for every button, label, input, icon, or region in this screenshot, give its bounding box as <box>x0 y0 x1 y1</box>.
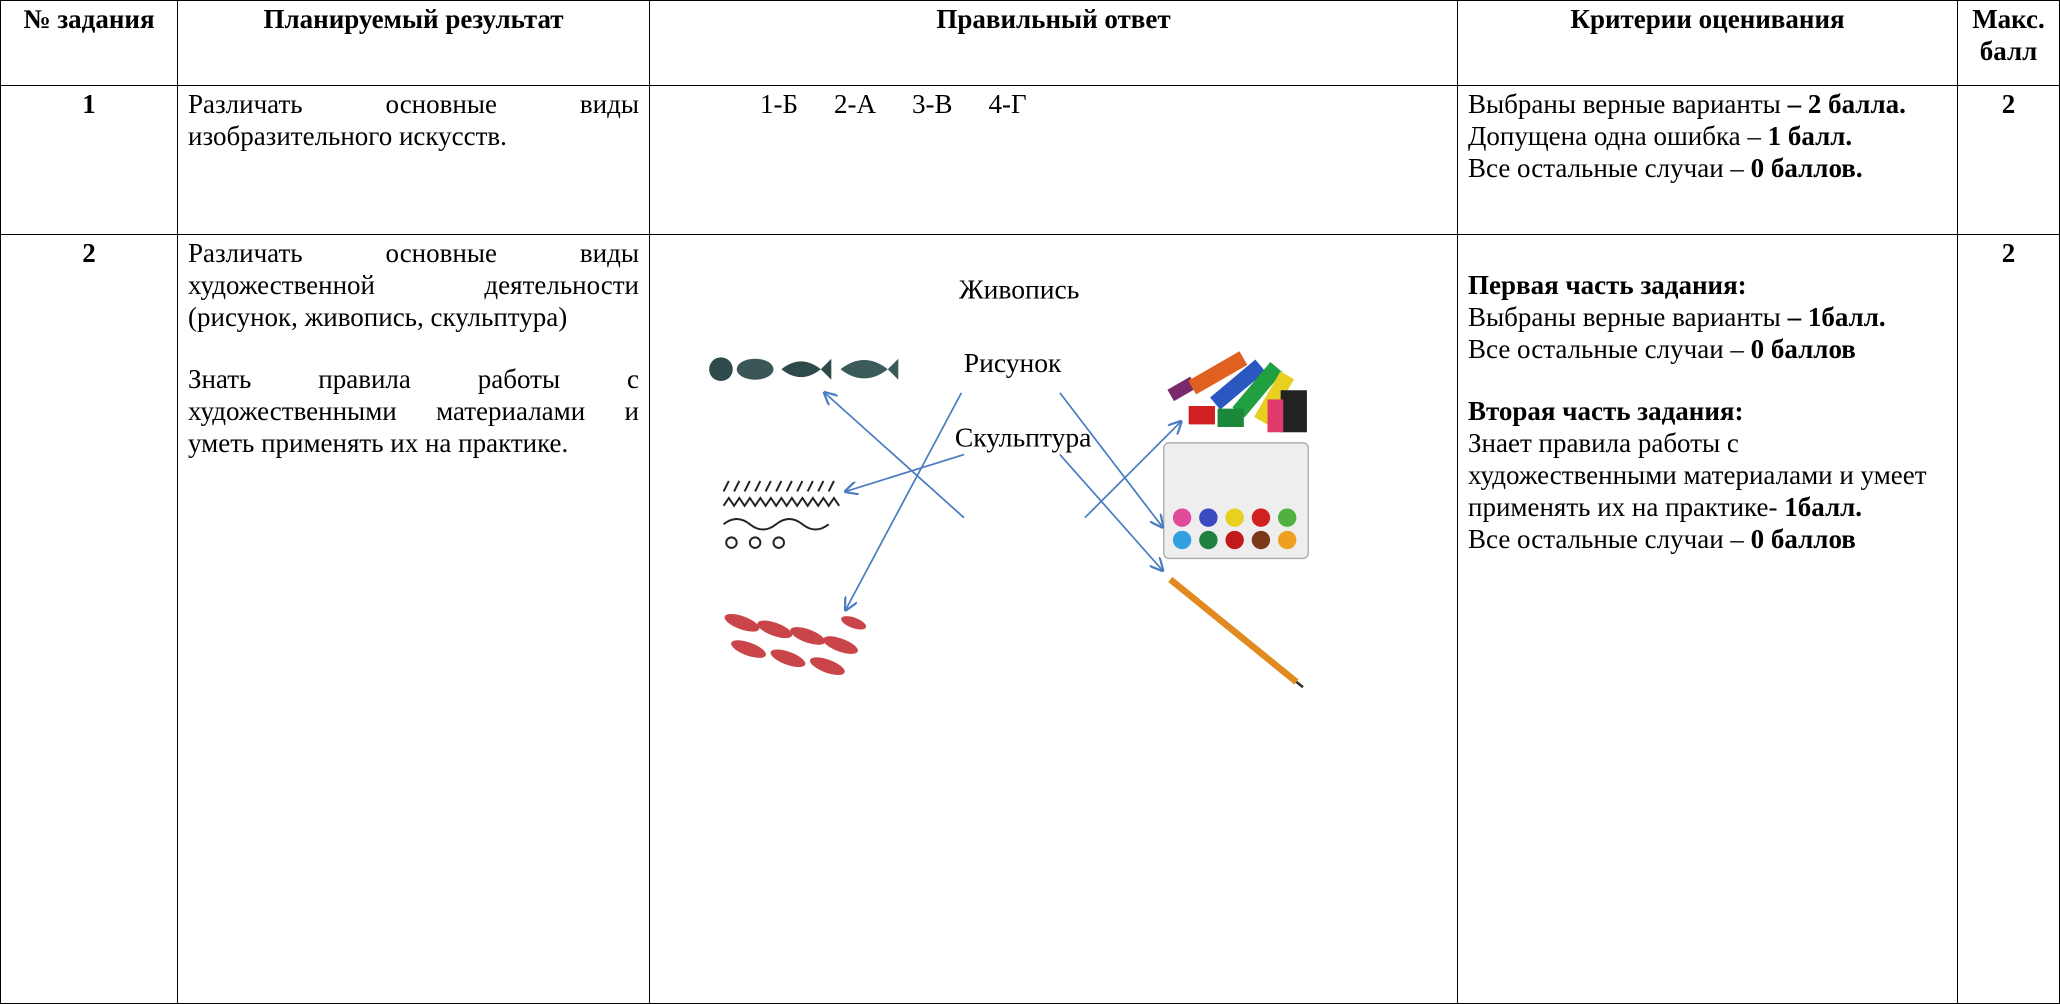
criteria-text: Допущена одна ошибка – <box>1468 121 1768 151</box>
result-cell: Различать основные виды художественной д… <box>177 234 650 1004</box>
header-cell: Правильный ответ <box>649 0 1458 86</box>
criteria-line: Выбраны верные варианты – 2 балла. <box>1468 88 1947 120</box>
answer-pair: 2-А <box>834 89 876 119</box>
row: 1 Различать основные виды изобразительно… <box>0 85 2060 235</box>
criteria-score: 0 баллов. <box>1750 153 1863 183</box>
criteria-text: Выбраны верные варианты <box>1468 302 1788 332</box>
answer-pair: 4-Г <box>988 89 1027 119</box>
criteria-heading: Вторая часть задания: <box>1468 396 1744 426</box>
header-row: № задания Планируемый результат Правильн… <box>0 0 2060 86</box>
header-cell: Макс. балл <box>1957 0 2060 86</box>
result-paragraph: Знать правила работы с художественными м… <box>188 364 639 458</box>
category-label: Рисунок <box>964 347 1062 378</box>
criteria-score: – 1балл. <box>1787 302 1886 332</box>
paint-strokes-icon <box>724 613 867 675</box>
max-cell: 2 <box>1957 234 2060 1004</box>
answer-pair: 1-Б <box>760 89 798 119</box>
plasticine-icon <box>1167 351 1307 433</box>
criteria-score: 1 балл. <box>1767 121 1853 151</box>
criteria-line: Допущена одна ошибка – 1 балл. <box>1468 120 1947 152</box>
criteria-score: 1балл. <box>1784 492 1862 522</box>
number-cell: 2 <box>0 234 178 1004</box>
criteria-cell: Выбраны верные варианты – 2 балла. Допуще… <box>1457 85 1958 235</box>
row: 2 Различать основные виды художественной… <box>0 234 2060 1004</box>
criteria-line: Знает правила работы с художественными м… <box>1468 427 1947 523</box>
fish-sculpture-icon <box>709 357 899 382</box>
result-cell: Различать основные виды изобразительного… <box>177 85 650 235</box>
criteria-line: Все остальные случаи – 0 баллов. <box>1468 152 1947 184</box>
category-label: Живопись <box>959 273 1079 304</box>
result-paragraph: Различать основные виды художественной д… <box>188 238 639 332</box>
drawing-strokes-icon <box>722 480 841 549</box>
answer-cell: 1-Б 2-А 3-В 4-Г <box>649 85 1458 235</box>
matching-diagram: Живопись Рисунок Скульптура <box>709 273 1309 689</box>
watercolor-icon <box>1163 442 1309 560</box>
criteria-text: Все остальные случаи – <box>1468 334 1751 364</box>
result-paragraph: Различать основные виды изобразительного… <box>188 89 639 151</box>
criteria-score: 0 баллов <box>1750 334 1856 364</box>
criteria-text: Все остальные случаи – <box>1468 524 1751 554</box>
max-cell: 2 <box>1957 85 2060 235</box>
criteria-line: Все остальные случаи – 0 баллов <box>1468 523 1947 555</box>
criteria-score: – 2 балла. <box>1787 89 1906 119</box>
criteria-cell: Первая часть задания: Выбраны верные вари… <box>1457 234 1958 1004</box>
header-cell: Критерии оценивания <box>1457 0 1958 86</box>
header-cell: Планируемый результат <box>177 0 650 86</box>
matching-arrows <box>825 393 1181 610</box>
pencil-icon <box>1168 576 1304 689</box>
header-cell: № задания <box>0 0 178 86</box>
number-cell: 1 <box>0 85 178 235</box>
answer-cell: Живопись Рисунок Скульптура <box>649 234 1458 1004</box>
criteria-text: Все остальные случаи – <box>1468 153 1751 183</box>
criteria-score: 0 баллов <box>1750 524 1856 554</box>
category-label: Скульптура <box>955 422 1092 453</box>
criteria-line: Вторая часть задания: <box>1468 395 1947 427</box>
criteria-text: Знает правила работы с художественными м… <box>1468 428 1927 522</box>
criteria-heading: Первая часть задания: <box>1468 270 1747 300</box>
criteria-text: Выбраны верные варианты <box>1468 89 1788 119</box>
answer-pair: 3-В <box>912 89 953 119</box>
criteria-line: Первая часть задания: <box>1468 269 1947 301</box>
criteria-line: Все остальные случаи – 0 баллов <box>1468 333 1947 365</box>
criteria-line: Выбраны верные варианты – 1балл. <box>1468 301 1947 333</box>
